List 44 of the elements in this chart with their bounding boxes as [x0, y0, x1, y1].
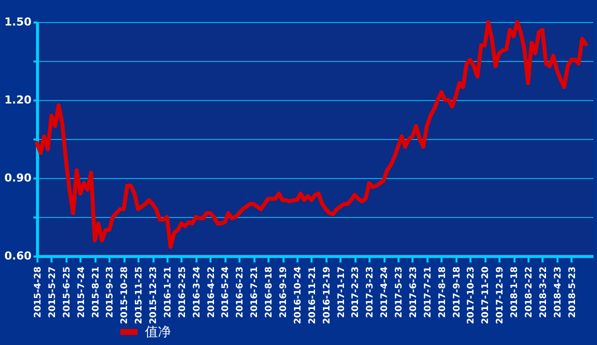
x-tick-label: 2015-9-23 — [106, 266, 116, 318]
x-tick-label: 2015-7-24 — [76, 266, 87, 318]
line-series — [35, 20, 588, 249]
x-tick-label: 2017-11-20 — [481, 266, 492, 324]
x-tick-label: 2016-11-21 — [308, 266, 318, 324]
x-tick-label: 2016-12-19 — [322, 266, 332, 324]
y-tick-label: 1.20 — [4, 94, 32, 106]
x-tick-label: 2018-3-22 — [538, 266, 549, 318]
legend-label: 值净 — [145, 325, 171, 340]
y-tick-label: 0.90 — [4, 172, 32, 184]
x-tick-label: 2016-4-22 — [206, 266, 217, 318]
x-tick-label: 2015-5-27 — [48, 266, 58, 318]
x-tick-label: 2017-6-23 — [408, 266, 419, 318]
x-tick-label: 2015-6-25 — [62, 266, 72, 318]
x-tick-label: 2017-10-23 — [466, 266, 477, 324]
x-tick-label: 2017-2-23 — [351, 266, 362, 318]
x-tick-label: 2015-10-28 — [120, 266, 130, 324]
x-tick-label: 2017-7-21 — [423, 266, 434, 318]
x-tick-label: 2016-9-19 — [279, 266, 290, 318]
x-tick-label: 2015-4-28 — [34, 266, 44, 318]
x-tick-label: 2016-8-18 — [264, 266, 275, 318]
x-tick-label: 2018-2-22 — [524, 266, 535, 318]
x-tick-label: 2015-8-21 — [91, 266, 102, 318]
x-tick-label: 2017-9-18 — [452, 266, 462, 318]
y-tick-label: 0.60 — [4, 250, 32, 262]
x-tick-label: 2017-1-17 — [336, 266, 347, 318]
x-tick-label: 2016-6-23 — [236, 266, 246, 318]
x-tick-label: 2016-5-24 — [221, 266, 232, 318]
x-tick-label: 2018-4-23 — [553, 266, 564, 318]
y-tick-label: 1.50 — [4, 16, 32, 28]
x-tick-label: 2018-5-23 — [568, 266, 578, 318]
x-tick-label: 2015-12-23 — [149, 266, 160, 324]
x-tick-label: 2016-3-24 — [192, 266, 202, 318]
x-tick-label: 2016-10-24 — [293, 266, 304, 324]
x-tick-label: 2017-3-23 — [366, 266, 376, 318]
x-tick-label: 2017-12-19 — [496, 266, 506, 324]
x-tick-label: 2016-1-21 — [163, 266, 174, 318]
x-tick-label: 2015-11-25 — [134, 266, 145, 324]
x-tick-label: 2017-8-18 — [438, 266, 448, 318]
x-tick-label: 2017-5-23 — [394, 266, 405, 318]
x-tick-label: 2016-7-21 — [250, 266, 260, 318]
x-tick-label: 2016-2-25 — [178, 266, 188, 318]
x-tick-label: 2018-1-18 — [510, 266, 520, 318]
x-tick-label: 2017-4-24 — [380, 266, 390, 318]
